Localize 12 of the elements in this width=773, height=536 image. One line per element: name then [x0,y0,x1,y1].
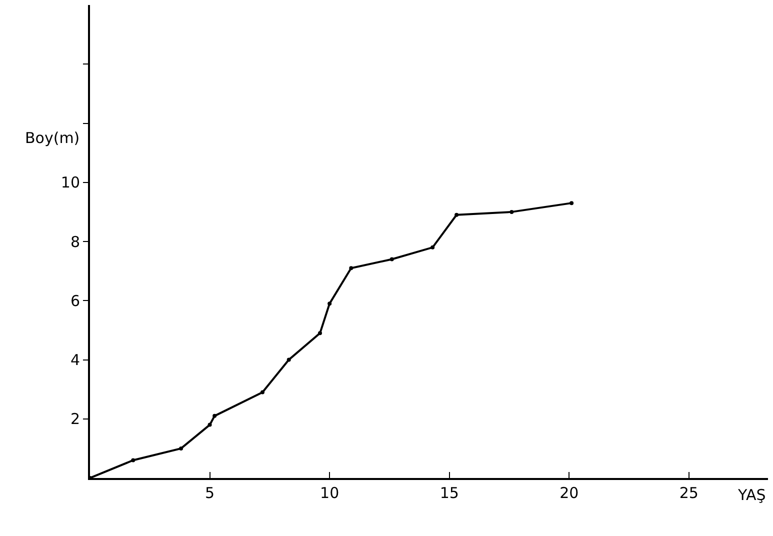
x-tick-label: 10 [320,484,340,502]
x-tick-label: 20 [560,484,579,502]
x-tick-label: 5 [205,484,215,502]
y-tick-label: 8 [70,232,80,251]
y-axis-title: Boy(m) [25,129,80,147]
x-axis-title: YAŞ [737,486,766,504]
y-tick-label: 10 [60,174,80,192]
x-tick-label: 15 [440,484,459,502]
y-tick-label: 6 [70,292,80,310]
y-tick-label: 2 [70,410,80,428]
y-tick-label: 4 [70,351,80,369]
x-tick-label: 25 [679,484,698,502]
